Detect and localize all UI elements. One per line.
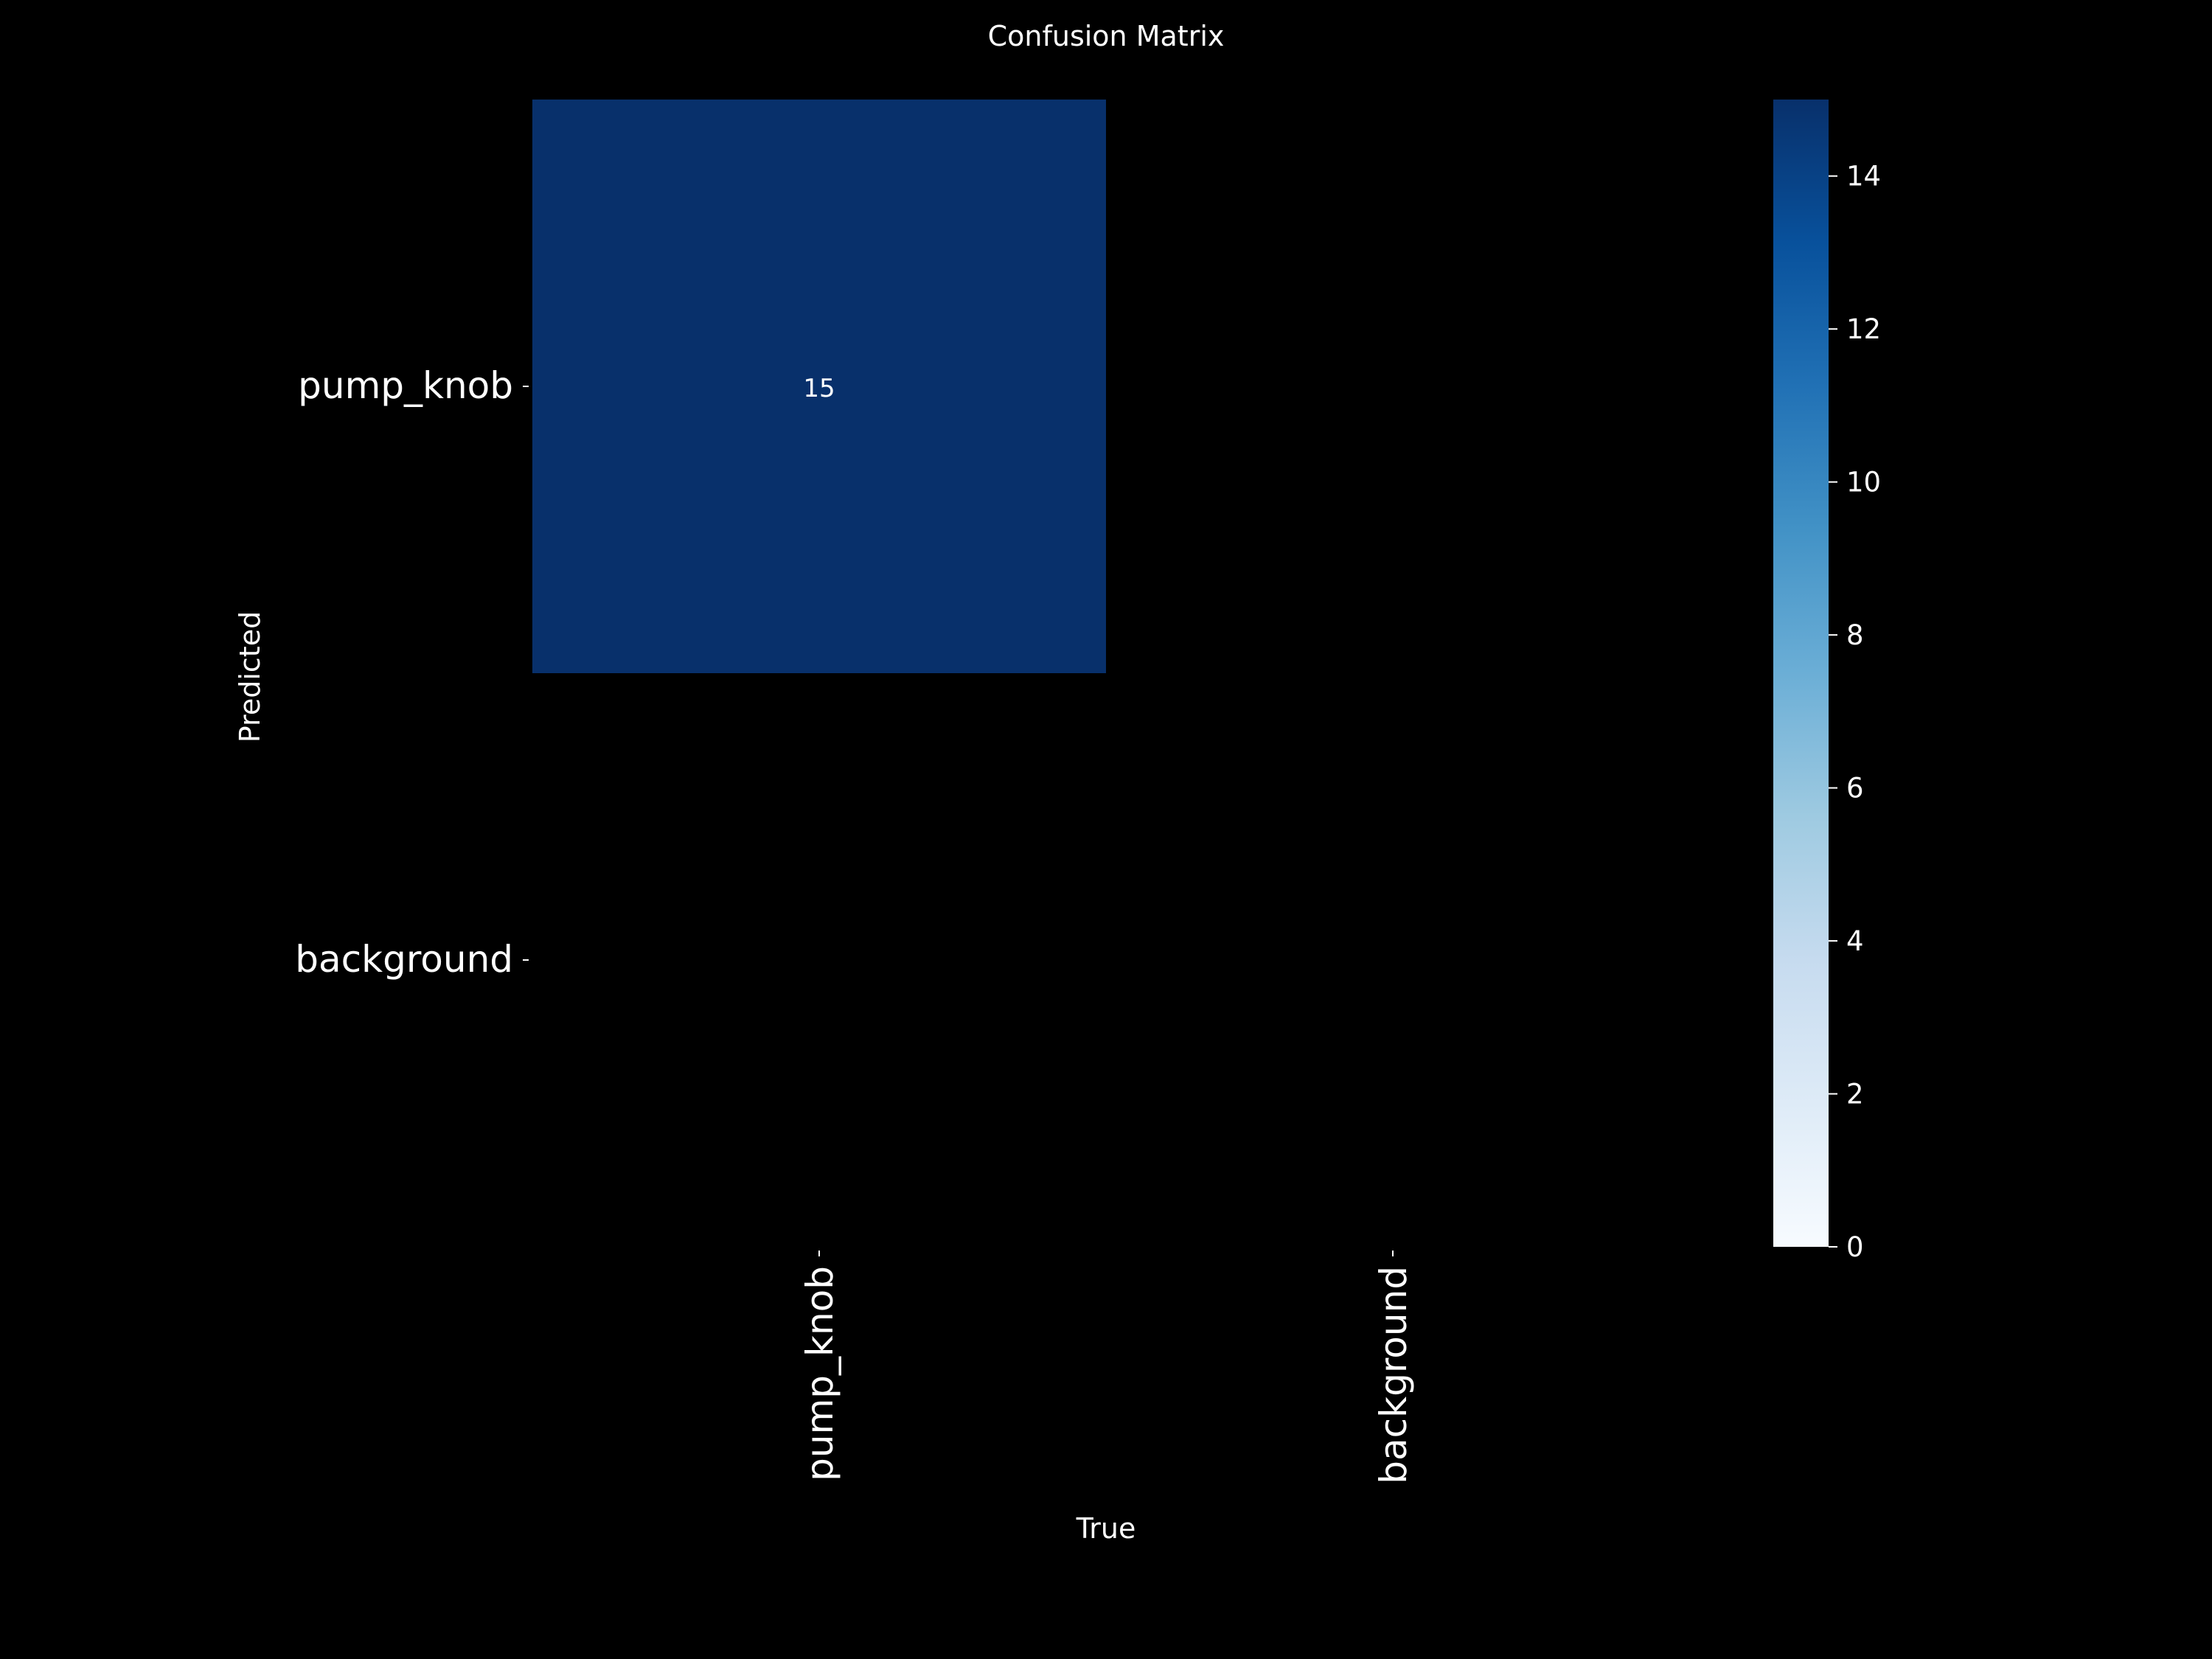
chart-title: Confusion Matrix: [988, 20, 1225, 52]
colorbar-tick-label: 14: [1846, 161, 1881, 192]
colorbar-ticks: 0 2 4 6 8 10 12 14: [1829, 161, 1881, 1263]
colorbar: [1773, 100, 1829, 1247]
y-axis-label: Predicted: [234, 611, 266, 742]
heatmap-cell-labels: 15: [803, 374, 835, 403]
colorbar-tick-label: 2: [1846, 1079, 1864, 1110]
colorbar-tick-label: 4: [1846, 925, 1864, 957]
colorbar-tick-label: 6: [1846, 773, 1864, 804]
x-tick-label: pump_knob: [799, 1266, 841, 1481]
y-tick-label: pump_knob: [298, 364, 513, 407]
colorbar-tick-label: 12: [1846, 313, 1881, 345]
y-axis-ticks: pump_knob background: [295, 364, 529, 981]
cell-value-label: 15: [803, 374, 835, 403]
y-tick-label: background: [295, 938, 513, 981]
colorbar-tick-label: 8: [1846, 619, 1864, 651]
heatmap-cells: [532, 100, 1106, 673]
x-axis-ticks: pump_knob background: [799, 1251, 1415, 1484]
colorbar-tick-label: 10: [1846, 467, 1881, 498]
heatmap-cell: [532, 100, 1106, 673]
x-tick-label: background: [1372, 1266, 1415, 1484]
x-axis-label: True: [1076, 1512, 1136, 1545]
colorbar-tick-label: 0: [1846, 1231, 1864, 1263]
